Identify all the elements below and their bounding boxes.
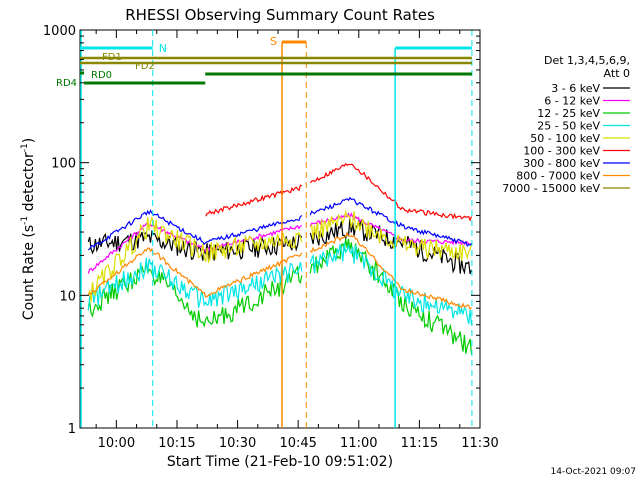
x-tick-label: 10:15 bbox=[158, 436, 195, 451]
legend-header-line-2: Att 0 bbox=[604, 67, 630, 80]
series-line bbox=[205, 162, 473, 222]
y-axis-label-mid: detector bbox=[21, 152, 37, 216]
flag-label-n: N bbox=[159, 42, 167, 55]
plot-frame bbox=[79, 29, 481, 429]
legend-item-label: 7000 - 15000 keV bbox=[502, 182, 600, 195]
legend-item-label: 3 - 6 keV bbox=[551, 82, 600, 95]
chart-title: RHESSI Observing Summary Count Rates bbox=[125, 6, 435, 24]
legend-item-label: 6 - 12 keV bbox=[544, 95, 600, 108]
x-axis-label: Start Time (21-Feb-10 09:51:02) bbox=[167, 454, 393, 470]
y-axis-label-exp2: -1 bbox=[20, 143, 30, 152]
x-tick-label: 10:00 bbox=[98, 436, 135, 451]
x-tick-label: 10:30 bbox=[219, 436, 256, 451]
legend-header-line-1: Det 1,3,4,5,6,9, bbox=[544, 54, 630, 67]
legend-item-label: 800 - 7000 keV bbox=[516, 170, 600, 183]
flag-label-fd1: FD1 bbox=[102, 52, 122, 63]
y-tick-label: 100 bbox=[51, 157, 76, 172]
y-axis-label-exp1: -1 bbox=[20, 216, 30, 225]
flag-label-fd2: FD2 bbox=[135, 61, 155, 72]
x-tick-label: 11:00 bbox=[340, 436, 377, 451]
timestamp: 14-Oct-2021 09:07 bbox=[551, 467, 636, 477]
x-tick-label: 11:15 bbox=[401, 436, 438, 451]
y-tick-label: 1000 bbox=[43, 24, 76, 39]
y-tick-label: 1 bbox=[68, 422, 76, 437]
series-layer bbox=[87, 162, 473, 355]
legend-item-label: 300 - 800 keV bbox=[523, 157, 600, 170]
series-line bbox=[87, 243, 473, 326]
series-line bbox=[87, 238, 473, 355]
flag-label-s: S bbox=[270, 35, 277, 48]
series-line bbox=[87, 209, 473, 303]
tick-layer: 10:00 10:15 10:30 10:45 11:00 11:15 11:30 1 10 10… bbox=[43, 24, 499, 451]
y-tick-label: 10 bbox=[59, 289, 76, 304]
series-line bbox=[87, 232, 472, 311]
x-tick-label: 11:30 bbox=[461, 436, 498, 451]
legend-item-label: 100 - 300 keV bbox=[523, 145, 600, 158]
flag-label-rd0: RD0 bbox=[91, 70, 112, 81]
legend-item-label: 12 - 25 keV bbox=[537, 107, 600, 120]
y-axis-label-main: Count Rate (s bbox=[21, 225, 37, 320]
legend-item-label: 50 - 100 keV bbox=[530, 132, 600, 145]
flag-label-rd4: RD4 bbox=[56, 78, 77, 89]
series-line bbox=[88, 196, 472, 251]
legend-item-label: 25 - 50 keV bbox=[537, 120, 600, 133]
y-axis-label-end: ) bbox=[21, 138, 37, 143]
y-axis-label: Count Rate (s-1 detector-1) bbox=[20, 138, 37, 320]
x-tick-label: 10:45 bbox=[279, 436, 316, 451]
flag-layer: N S FD1 FD2 RD0 RD4 bbox=[56, 30, 473, 428]
